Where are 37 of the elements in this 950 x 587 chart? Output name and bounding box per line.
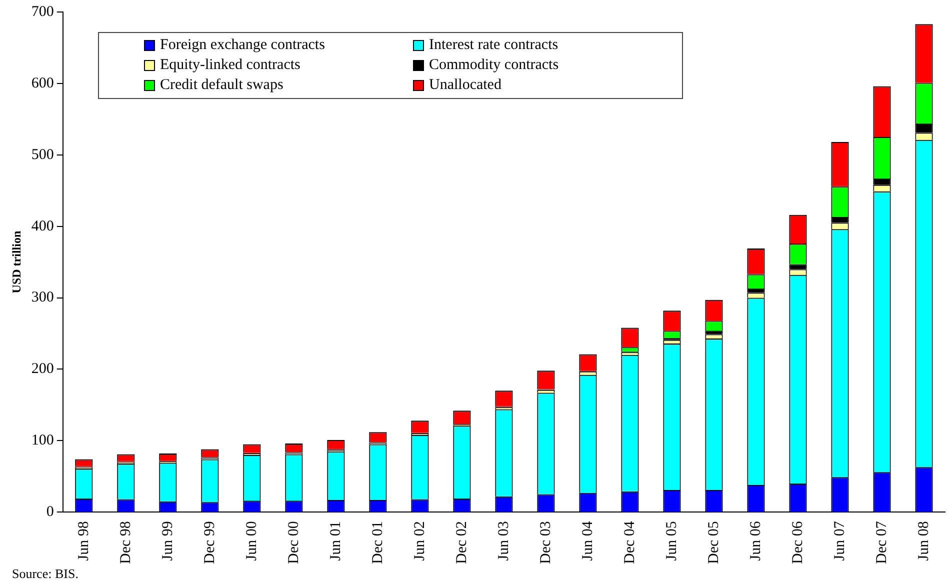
y-tick-label: 500 [31,146,54,163]
x-tick-label: Dec 01 [370,521,386,564]
x-tick-label: Dec 00 [286,521,302,564]
y-tick-label: 400 [31,218,54,234]
legend-label: Foreign exchange contracts [160,37,325,54]
x-tick-label: Dec 99 [202,521,218,564]
x-tick-label: Dec 06 [790,520,806,564]
x-tick-label: Jun 05 [664,521,680,561]
x-tick-label: Dec 03 [538,521,554,564]
x-tick-label: Dec 07 [874,520,890,564]
y-tick-label: 100 [31,432,54,449]
legend-label: Credit default swaps [160,77,284,94]
x-tick-label: Dec 02 [454,521,470,564]
x-tick-label: Jun 00 [244,521,260,561]
x-tick-label: Jun 04 [580,520,596,561]
x-tick-label: Jun 08 [916,521,932,561]
x-tick-label: Jun 99 [160,521,176,561]
y-tick-label: 300 [31,290,54,306]
x-tick-label: Dec 05 [706,521,722,564]
x-tick-label: Jun 03 [496,521,512,561]
y-tick-label: 200 [31,361,54,378]
legend-label: Interest rate contracts [429,37,558,54]
x-tick-label: Jun 06 [748,520,764,561]
legend-label: Commodity contracts [429,57,559,74]
y-tick-label: 600 [31,75,54,92]
legend-label: Equity-linked contracts [160,57,300,74]
source-note: Source: BIS. [12,566,78,582]
x-tick-label: Jun 02 [412,521,428,561]
y-tick-label: 700 [31,4,54,20]
x-tick-label: Dec 98 [118,521,134,564]
y-tick-label: 0 [46,504,54,520]
legend-label: Unallocated [429,77,502,94]
x-tick-label: Jun 98 [76,521,92,561]
x-tick-label: Dec 04 [622,520,638,564]
y-axis-title: USD trillion [9,230,24,294]
x-tick-label: Jun 01 [328,521,344,561]
x-tick-label: Jun 07 [832,520,848,561]
